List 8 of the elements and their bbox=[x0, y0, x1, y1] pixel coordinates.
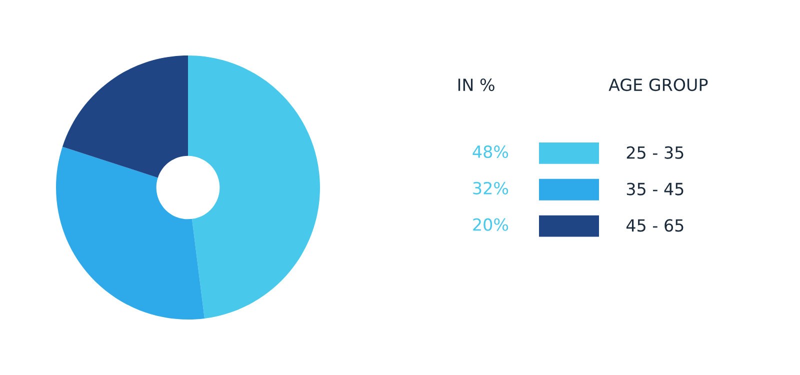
legend-label: 45 - 65 bbox=[626, 219, 684, 232]
text: IN % bbox=[458, 78, 494, 92]
legend-label: 25 - 35 bbox=[626, 146, 684, 159]
legend-title: AGE GROUP bbox=[608, 78, 708, 92]
data-label: 48% bbox=[472, 145, 508, 158]
data-label: 20% bbox=[473, 218, 508, 231]
data-label: 32% bbox=[473, 182, 508, 194]
legend-label: 35 - 45 bbox=[626, 182, 684, 196]
